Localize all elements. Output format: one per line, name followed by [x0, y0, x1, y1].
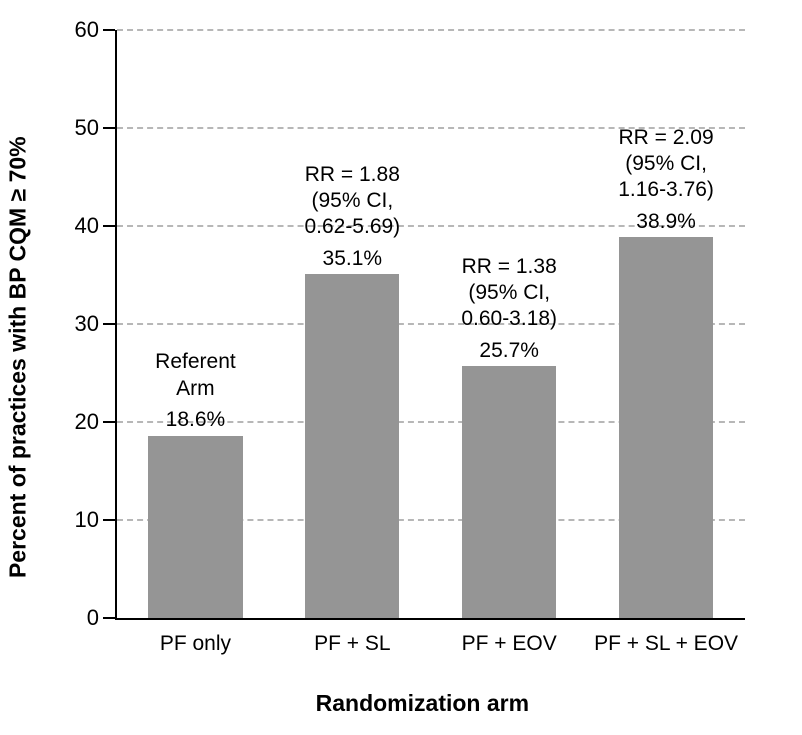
y-tick — [103, 323, 115, 325]
y-tick — [103, 421, 115, 423]
bar-annotation: RR = 2.09(95% CI,1.16-3.76) — [618, 125, 714, 204]
bar-annotation: ReferentArm — [155, 349, 236, 402]
y-tick-label: 10 — [75, 507, 99, 533]
value-label: 38.9% — [636, 209, 696, 235]
y-tick-label: 50 — [75, 115, 99, 141]
x-axis-label: Randomization arm — [316, 690, 529, 717]
x-tick-label: PF only — [160, 632, 231, 656]
bar-annotation: RR = 1.88(95% CI,0.62-5.69) — [304, 162, 400, 241]
x-tick-label: PF + EOV — [462, 632, 557, 656]
value-label: 35.1% — [323, 246, 383, 272]
x-tick-label: PF + SL + EOV — [594, 632, 738, 656]
y-tick-label: 60 — [75, 17, 99, 43]
y-tick — [103, 29, 115, 31]
bar — [619, 237, 713, 618]
y-tick — [103, 127, 115, 129]
value-label: 25.7% — [479, 338, 539, 364]
y-axis-label: Percent of practices with BP CQM ≥ 70% — [5, 136, 32, 578]
plot-area: 0102030405060PF only18.6%ReferentArmPF +… — [115, 30, 745, 620]
y-tick — [103, 519, 115, 521]
gridline — [117, 29, 745, 31]
y-tick-label: 20 — [75, 409, 99, 435]
bar — [462, 366, 556, 618]
y-tick-label: 30 — [75, 311, 99, 337]
bar — [305, 274, 399, 618]
bar-chart: Percent of practices with BP CQM ≥ 70% R… — [0, 0, 802, 735]
y-tick-label: 0 — [87, 605, 99, 631]
y-tick-label: 40 — [75, 213, 99, 239]
bar-annotation: RR = 1.38(95% CI,0.60-3.18) — [461, 254, 557, 333]
y-tick — [103, 225, 115, 227]
y-tick — [103, 617, 115, 619]
x-tick-label: PF + SL — [314, 632, 390, 656]
bar — [148, 436, 242, 618]
value-label: 18.6% — [166, 407, 226, 433]
